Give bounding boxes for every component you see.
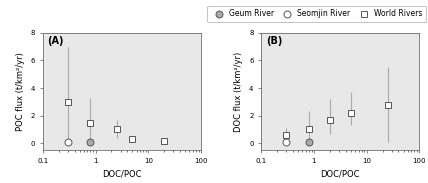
X-axis label: DOC/POC: DOC/POC <box>102 169 142 178</box>
Text: (A): (A) <box>48 36 64 46</box>
Legend: Geum River, Seomjin River, World Rivers: Geum River, Seomjin River, World Rivers <box>207 6 426 22</box>
Y-axis label: DOC flux (t/km²/yr): DOC flux (t/km²/yr) <box>235 51 244 132</box>
X-axis label: DOC/POC: DOC/POC <box>321 169 360 178</box>
Y-axis label: POC flux (t/km²/yr): POC flux (t/km²/yr) <box>16 52 25 131</box>
Text: (B): (B) <box>266 36 282 46</box>
